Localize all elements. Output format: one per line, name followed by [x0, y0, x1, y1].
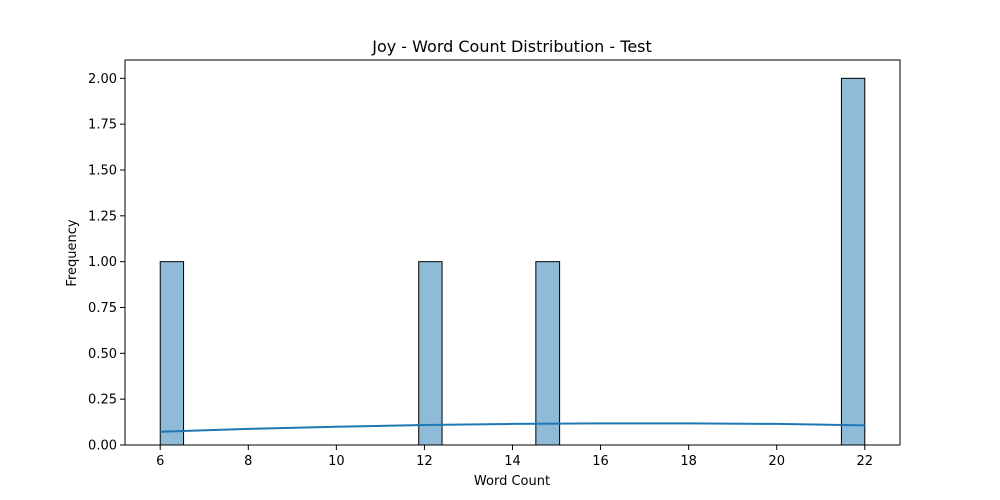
x-tick-label: 22 — [856, 454, 873, 469]
x-tick-label: 6 — [156, 454, 164, 469]
x-tick-label: 8 — [244, 454, 252, 469]
y-tick-label: 2.00 — [88, 72, 117, 87]
histogram-bar-3 — [840, 77, 866, 446]
histogram-bar-0 — [159, 261, 185, 446]
y-tick-label: 1.50 — [88, 164, 117, 179]
y-tick-label: 0.25 — [88, 393, 117, 408]
x-tick-label: 16 — [592, 454, 609, 469]
histogram-bar-1 — [418, 261, 443, 446]
y-tick-label: 1.25 — [88, 209, 117, 224]
y-tick-label: 0.00 — [88, 439, 117, 454]
histogram-bar-2 — [535, 261, 561, 446]
x-axis: 6 8 10 12 14 16 18 20 22 — [156, 445, 873, 469]
x-tick-label: 20 — [768, 454, 785, 469]
chart-title: Joy - Word Count Distribution - Test — [371, 37, 652, 56]
y-axis-label: Frequency — [65, 219, 80, 286]
histogram-bars — [159, 77, 866, 446]
y-tick-label: 1.00 — [88, 255, 117, 270]
plot-area-frame — [124, 59, 901, 446]
kde-line — [160, 422, 865, 433]
y-axis: 0.00 0.25 0.50 0.75 1.00 1.25 1.50 1.75 2.00 — [88, 72, 125, 454]
x-axis-label: Word Count — [474, 474, 550, 489]
x-tick-label: 10 — [328, 454, 345, 469]
y-tick-label: 0.75 — [88, 301, 117, 316]
y-tick-label: 0.50 — [88, 347, 117, 362]
y-tick-label: 1.75 — [88, 118, 117, 133]
x-tick-label: 18 — [680, 454, 697, 469]
x-tick-label: 12 — [416, 454, 433, 469]
x-tick-label: 14 — [504, 454, 521, 469]
